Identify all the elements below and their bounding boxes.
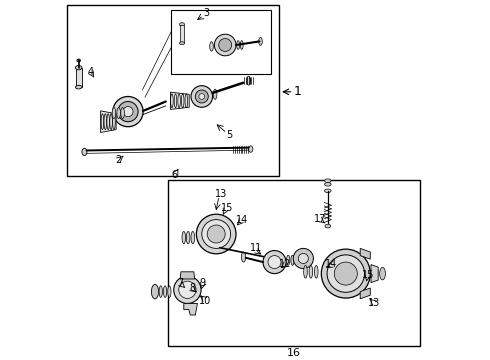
Ellipse shape <box>179 23 185 26</box>
Ellipse shape <box>380 267 386 280</box>
Polygon shape <box>371 265 378 283</box>
Ellipse shape <box>75 85 82 89</box>
Ellipse shape <box>248 146 253 152</box>
Ellipse shape <box>75 66 82 70</box>
Circle shape <box>327 255 365 292</box>
Polygon shape <box>76 68 81 87</box>
Ellipse shape <box>186 231 190 244</box>
Circle shape <box>215 34 236 56</box>
Text: 2: 2 <box>115 155 122 165</box>
Circle shape <box>191 86 213 107</box>
Text: 13: 13 <box>368 298 380 309</box>
Polygon shape <box>184 303 197 315</box>
Polygon shape <box>180 25 184 43</box>
Text: 17: 17 <box>315 213 327 224</box>
Ellipse shape <box>242 252 245 262</box>
Circle shape <box>199 94 205 99</box>
Text: 14: 14 <box>325 258 338 269</box>
Text: 6: 6 <box>172 170 178 180</box>
Circle shape <box>321 249 370 298</box>
Circle shape <box>207 225 225 243</box>
Ellipse shape <box>121 108 124 118</box>
Text: 5: 5 <box>226 130 232 140</box>
Ellipse shape <box>182 231 186 244</box>
Ellipse shape <box>164 286 167 297</box>
Ellipse shape <box>315 266 318 278</box>
Ellipse shape <box>309 266 313 278</box>
Ellipse shape <box>287 255 290 265</box>
Text: 3: 3 <box>203 8 209 18</box>
Text: 15: 15 <box>221 203 233 213</box>
Text: 7: 7 <box>177 278 183 288</box>
Polygon shape <box>100 111 116 132</box>
Ellipse shape <box>324 189 331 193</box>
Circle shape <box>123 107 133 117</box>
Circle shape <box>202 220 231 248</box>
Ellipse shape <box>82 148 87 156</box>
Text: 15: 15 <box>362 270 374 280</box>
Polygon shape <box>360 248 370 259</box>
Circle shape <box>113 96 143 127</box>
Ellipse shape <box>159 286 162 297</box>
Ellipse shape <box>325 224 331 228</box>
Bar <box>168 180 419 346</box>
Circle shape <box>196 214 236 254</box>
Bar <box>67 5 279 176</box>
Ellipse shape <box>324 183 331 186</box>
Ellipse shape <box>240 41 243 49</box>
Circle shape <box>179 281 196 298</box>
Bar <box>171 10 271 74</box>
Ellipse shape <box>324 179 331 183</box>
Text: 11: 11 <box>250 243 262 253</box>
Polygon shape <box>180 272 195 279</box>
Text: 12: 12 <box>279 258 292 269</box>
Ellipse shape <box>112 108 116 118</box>
Ellipse shape <box>77 59 80 62</box>
Text: 10: 10 <box>198 296 211 306</box>
Circle shape <box>118 102 138 122</box>
Circle shape <box>293 248 314 269</box>
Circle shape <box>268 256 281 269</box>
Circle shape <box>196 90 208 103</box>
Ellipse shape <box>304 266 307 278</box>
Text: 4: 4 <box>88 67 94 77</box>
Ellipse shape <box>168 286 171 297</box>
Text: 13: 13 <box>215 189 227 199</box>
Ellipse shape <box>237 41 240 49</box>
Circle shape <box>334 262 357 285</box>
Ellipse shape <box>295 255 298 265</box>
Circle shape <box>298 253 308 264</box>
Text: 16: 16 <box>287 348 300 358</box>
Ellipse shape <box>151 284 159 299</box>
Circle shape <box>174 276 201 303</box>
Text: 1: 1 <box>293 85 301 98</box>
Circle shape <box>219 39 232 51</box>
Ellipse shape <box>259 37 262 45</box>
Ellipse shape <box>117 108 121 118</box>
Ellipse shape <box>247 76 250 85</box>
Text: 8: 8 <box>190 283 196 293</box>
Polygon shape <box>171 92 189 109</box>
Circle shape <box>263 251 286 274</box>
Ellipse shape <box>210 42 213 51</box>
Polygon shape <box>360 288 370 299</box>
Ellipse shape <box>291 255 294 265</box>
Ellipse shape <box>213 89 217 99</box>
Ellipse shape <box>179 42 185 45</box>
Ellipse shape <box>191 231 195 244</box>
Text: 14: 14 <box>236 215 248 225</box>
Text: 9: 9 <box>199 278 206 288</box>
